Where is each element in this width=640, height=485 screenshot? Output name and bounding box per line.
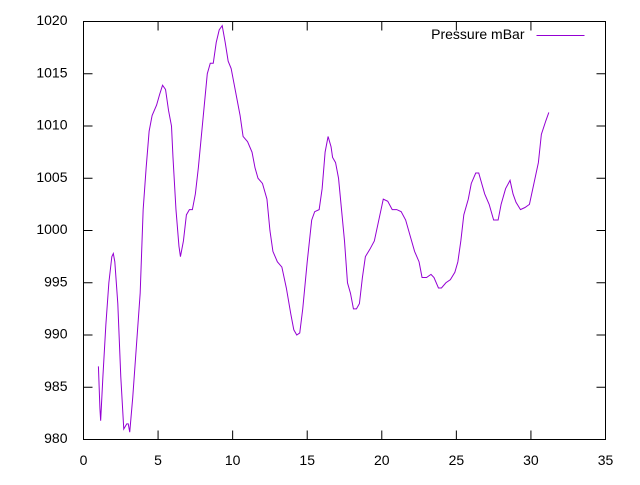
legend-label: Pressure mBar: [431, 26, 525, 42]
x-tick-label: 35: [598, 452, 614, 468]
x-tick-label: 25: [449, 452, 465, 468]
x-tick-label: 10: [225, 452, 241, 468]
y-tick-label: 1005: [36, 169, 67, 185]
x-tick-label: 20: [374, 452, 390, 468]
y-tick-label: 980: [44, 430, 68, 446]
x-tick-label: 0: [80, 452, 88, 468]
y-tick-label: 990: [44, 326, 68, 342]
y-tick-label: 1020: [36, 12, 67, 28]
y-tick-label: 1015: [36, 64, 67, 80]
x-tick-label: 5: [154, 452, 162, 468]
y-tick-label: 1010: [36, 117, 67, 133]
y-tick-label: 1000: [36, 221, 67, 237]
x-tick-label: 30: [523, 452, 539, 468]
y-tick-label: 995: [44, 273, 68, 289]
plot-border: [83, 21, 606, 440]
x-tick-label: 15: [299, 452, 315, 468]
data-line: [97, 24, 550, 433]
y-tick-label: 985: [44, 378, 68, 394]
